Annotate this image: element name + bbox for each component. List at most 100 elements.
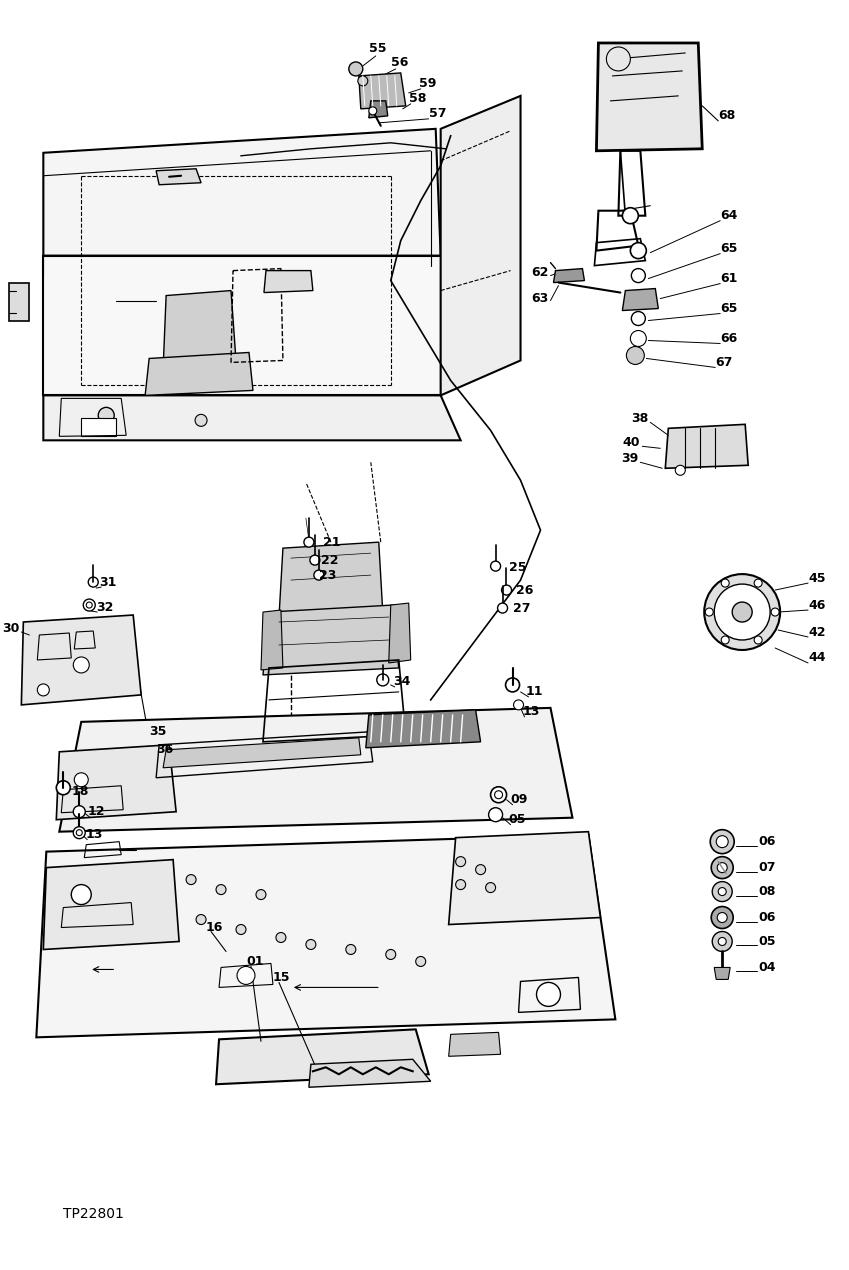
Polygon shape xyxy=(263,605,399,674)
Circle shape xyxy=(71,885,91,904)
Circle shape xyxy=(622,208,638,224)
Text: 23: 23 xyxy=(319,569,336,582)
Polygon shape xyxy=(279,542,383,618)
Polygon shape xyxy=(441,97,520,395)
Circle shape xyxy=(456,857,465,866)
Circle shape xyxy=(346,945,356,955)
Text: 58: 58 xyxy=(408,93,426,105)
Text: 06: 06 xyxy=(758,836,775,848)
Text: 68: 68 xyxy=(718,109,735,122)
Text: 30: 30 xyxy=(2,621,20,635)
Circle shape xyxy=(711,857,734,879)
Circle shape xyxy=(717,836,728,847)
Circle shape xyxy=(491,561,501,572)
Text: 65: 65 xyxy=(720,302,738,315)
Polygon shape xyxy=(43,255,441,395)
Polygon shape xyxy=(309,1059,430,1087)
Circle shape xyxy=(377,674,389,686)
Text: 13: 13 xyxy=(522,705,540,719)
Circle shape xyxy=(632,311,645,325)
Circle shape xyxy=(495,791,503,799)
Text: 40: 40 xyxy=(623,436,640,448)
Circle shape xyxy=(732,602,752,622)
Polygon shape xyxy=(37,834,616,1038)
Circle shape xyxy=(256,889,266,899)
Circle shape xyxy=(37,685,49,696)
Circle shape xyxy=(186,875,196,885)
Circle shape xyxy=(98,408,115,423)
Text: 55: 55 xyxy=(368,42,386,56)
Text: 46: 46 xyxy=(808,598,825,612)
Circle shape xyxy=(310,555,320,565)
Circle shape xyxy=(74,772,88,786)
Circle shape xyxy=(475,865,486,875)
Text: 42: 42 xyxy=(808,626,825,639)
Polygon shape xyxy=(43,395,461,441)
Polygon shape xyxy=(554,268,584,283)
Circle shape xyxy=(712,931,732,951)
Polygon shape xyxy=(163,291,236,368)
Circle shape xyxy=(349,62,363,76)
Polygon shape xyxy=(596,43,702,151)
Text: 31: 31 xyxy=(99,575,116,588)
Circle shape xyxy=(385,950,396,959)
Text: 66: 66 xyxy=(720,331,738,345)
Polygon shape xyxy=(156,169,201,184)
Circle shape xyxy=(368,107,377,114)
Text: 27: 27 xyxy=(513,602,530,615)
Circle shape xyxy=(630,243,646,259)
Circle shape xyxy=(236,925,246,935)
Text: 36: 36 xyxy=(156,743,173,757)
Text: 12: 12 xyxy=(87,805,104,818)
Circle shape xyxy=(304,537,314,547)
Text: 16: 16 xyxy=(206,921,223,933)
Text: 59: 59 xyxy=(419,77,436,90)
Text: 65: 65 xyxy=(720,243,738,255)
Polygon shape xyxy=(216,1030,429,1085)
Circle shape xyxy=(502,585,512,596)
Circle shape xyxy=(717,913,728,922)
Circle shape xyxy=(627,347,644,364)
Circle shape xyxy=(491,786,507,803)
Circle shape xyxy=(606,47,630,71)
Polygon shape xyxy=(59,707,572,832)
Polygon shape xyxy=(389,603,411,663)
Text: 26: 26 xyxy=(515,584,533,597)
Text: 07: 07 xyxy=(758,861,776,874)
Polygon shape xyxy=(9,283,30,320)
Text: 05: 05 xyxy=(758,935,776,947)
Circle shape xyxy=(505,678,520,692)
Text: 62: 62 xyxy=(531,267,548,279)
Circle shape xyxy=(276,932,286,942)
Circle shape xyxy=(721,579,729,587)
Polygon shape xyxy=(163,738,361,768)
Polygon shape xyxy=(366,710,481,748)
Circle shape xyxy=(314,570,323,580)
Text: 11: 11 xyxy=(526,686,543,699)
Circle shape xyxy=(195,414,207,427)
Circle shape xyxy=(718,888,726,895)
Circle shape xyxy=(486,883,496,893)
Circle shape xyxy=(56,781,70,795)
Circle shape xyxy=(754,636,762,644)
Circle shape xyxy=(83,599,95,611)
Circle shape xyxy=(196,914,206,925)
Circle shape xyxy=(718,937,726,945)
Circle shape xyxy=(632,268,645,283)
Circle shape xyxy=(714,584,770,640)
Polygon shape xyxy=(264,271,313,292)
Polygon shape xyxy=(368,100,388,118)
Circle shape xyxy=(357,76,368,86)
Circle shape xyxy=(706,608,713,616)
Circle shape xyxy=(73,657,89,673)
Polygon shape xyxy=(448,1033,501,1057)
Circle shape xyxy=(456,880,465,889)
Text: 39: 39 xyxy=(621,452,638,465)
Polygon shape xyxy=(261,610,283,671)
Circle shape xyxy=(216,885,226,894)
Circle shape xyxy=(704,574,780,650)
Text: 25: 25 xyxy=(509,560,526,574)
Text: 13: 13 xyxy=(85,828,103,841)
Circle shape xyxy=(675,465,685,475)
Circle shape xyxy=(630,330,646,347)
